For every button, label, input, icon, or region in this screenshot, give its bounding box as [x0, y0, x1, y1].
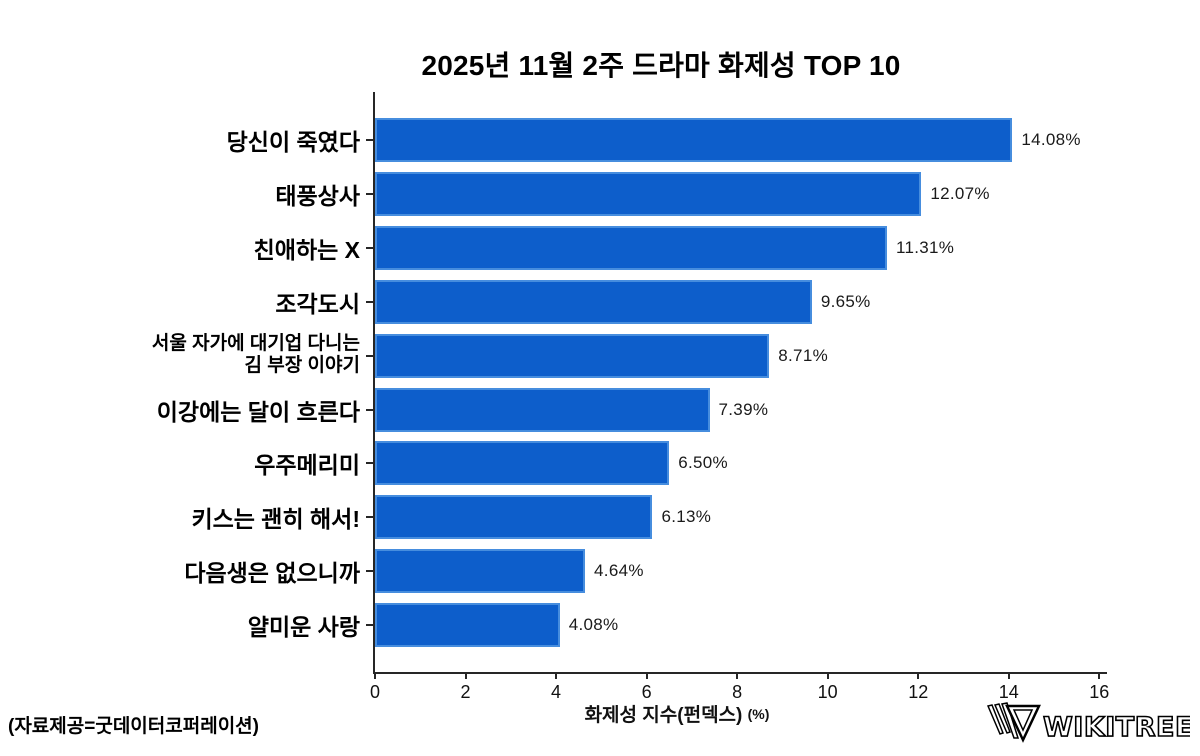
bar [375, 549, 586, 594]
x-tick-label: 12 [908, 682, 929, 702]
x-axis-tick [645, 672, 648, 679]
bar [375, 279, 812, 324]
bar [375, 603, 560, 648]
y-category-label: 당신이 죽였다 [226, 129, 360, 155]
bar [375, 333, 770, 378]
y-axis-tick [366, 354, 373, 357]
plot-area: 14.08% 12.07% 11.31% 9.65% 8.71% 7.39% 6.50% 6.… [366, 92, 1109, 702]
bar-value-label: 7.39% [718, 399, 769, 419]
bar-value-label: 11.31% [895, 237, 955, 257]
x-axis-tick [1007, 672, 1010, 679]
y-axis-tick [366, 300, 373, 303]
bar [375, 225, 887, 270]
x-tick-label: 2 [460, 682, 471, 702]
x-axis-tick [464, 672, 467, 679]
chart-title: 2025년 11월 2주 드라마 화제성 TOP 10 [421, 50, 901, 81]
bar [375, 441, 670, 486]
wikitree-logo: WIKITREE [986, 702, 1190, 744]
x-axis-tick [826, 672, 829, 679]
y-category-label: 얄미운 사랑 [247, 614, 360, 641]
x-axis-tick [555, 672, 558, 679]
bar-value-label: 14.08% [1021, 130, 1081, 149]
y-category-label: 서울 자가에 대기업 다니는 김 부장 이야기 [151, 332, 360, 377]
wikitree-logo-text: WIKITREE [1043, 712, 1190, 743]
bar [375, 171, 922, 216]
y-axis-tick [366, 516, 373, 519]
x-axis-unit: (%) [747, 706, 770, 722]
bar [375, 387, 710, 432]
y-category-label: 태풍상사 [275, 182, 360, 209]
y-axis-tick [366, 462, 373, 465]
x-axis-title-text: 화제성 지수(펀덱스) [584, 705, 743, 726]
bar-value-label: 8.71% [778, 345, 828, 365]
x-tick-label: 8 [732, 682, 743, 702]
bar-value-label: 9.65% [820, 291, 871, 311]
x-tick-label: 6 [641, 682, 652, 702]
bar-value-label: 6.50% [678, 453, 728, 473]
x-tick-label: 4 [551, 682, 562, 702]
y-axis-tick [366, 624, 373, 627]
bar-value-label: 6.13% [661, 507, 712, 527]
x-axis-tick [374, 672, 376, 679]
y-category-label: 친애하는 X [253, 236, 360, 263]
y-category-label: 조각도시 [275, 290, 360, 317]
bar [375, 118, 1013, 162]
bar-value-label: 12.07% [930, 183, 990, 203]
y-category-label: 우주메리미 [254, 452, 360, 479]
x-axis-title: 화제성 지수(펀덱스) (%) [585, 700, 770, 727]
x-axis-tick [1098, 672, 1101, 679]
y-axis-tick [366, 246, 373, 249]
x-tick-label: 16 [1089, 682, 1110, 702]
bar [375, 495, 653, 540]
x-axis-tick [917, 672, 920, 679]
y-axis-tick [366, 192, 373, 195]
y-axis-tick [366, 408, 373, 411]
x-axis-tick [736, 672, 739, 679]
y-axis-tick [366, 570, 373, 573]
y-category-label: 키스는 괜히 해서! [191, 506, 360, 533]
y-axis-tick [366, 139, 373, 141]
x-tick-label: 10 [817, 682, 838, 702]
x-tick-label: 14 [998, 682, 1019, 702]
x-tick-label: 0 [369, 682, 381, 702]
wikitree-logo-glyph [986, 702, 1041, 743]
bar-value-label: 4.64% [594, 561, 644, 581]
bar-value-label: 4.08% [568, 615, 619, 635]
data-source-note: (자료제공=굿데이터코퍼레이션) [8, 716, 259, 737]
y-category-label: 이강에는 달이 흐른다 [156, 398, 360, 425]
y-category-label: 다음생은 없으니까 [184, 560, 360, 587]
